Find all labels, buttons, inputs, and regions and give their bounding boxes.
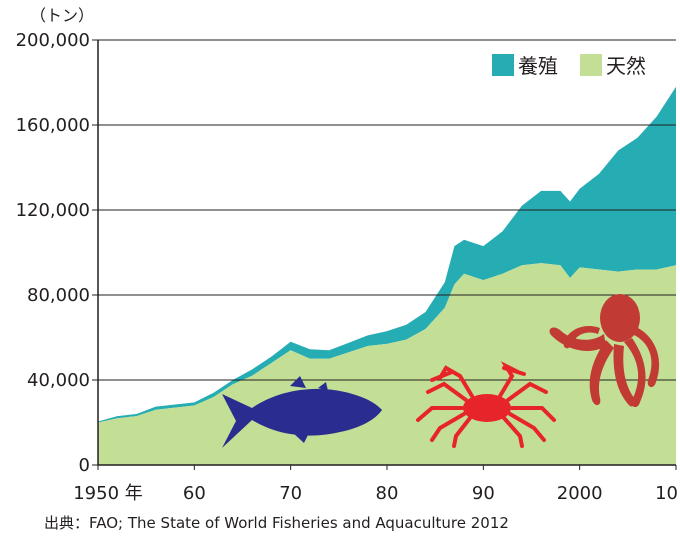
y-tick-labels: 200,000 160,000 120,000 80,000 40,000 0 (16, 30, 90, 476)
x-tick-label: 70 (279, 483, 302, 504)
x-tick-label: 10 (655, 483, 678, 504)
legend-label-wild: 天然 (606, 54, 646, 78)
legend-item-wild: 天然 (580, 50, 646, 79)
x-tick-labels: 1950 年 60 70 80 90 2000 10 (73, 465, 678, 504)
crab-illustration (416, 361, 556, 448)
x-tick-label: 80 (376, 483, 399, 504)
legend: 養殖 天然 (492, 50, 668, 79)
octopus-illustration (549, 294, 660, 408)
x-tick-label: 2000 (557, 483, 603, 504)
x-tick-label: 1950 年 (73, 483, 143, 504)
gridlines (92, 39, 676, 466)
y-tick-label: 80,000 (27, 285, 90, 306)
source-note: 出典：FAO; The State of World Fisheries and… (44, 514, 509, 532)
y-tick-label: 120,000 (16, 200, 90, 221)
y-tick-label: 40,000 (27, 370, 90, 391)
y-axis-unit: （トン） (30, 6, 95, 25)
x-tick-label: 60 (183, 483, 206, 504)
area-series-aquaculture (98, 86, 676, 423)
x-tick-label: 90 (472, 483, 495, 504)
area-layer (98, 86, 676, 465)
y-tick-label: 0 (79, 455, 90, 476)
tuna-illustration (222, 376, 382, 448)
legend-item-aquaculture: 養殖 (492, 50, 558, 79)
y-tick-label: 160,000 (16, 115, 90, 136)
area-series-wild (98, 263, 676, 465)
legend-swatch-aquaculture (492, 53, 514, 76)
y-tick-label: 200,000 (16, 30, 90, 51)
legend-swatch-wild (580, 53, 602, 76)
legend-label-aquaculture: 養殖 (518, 54, 558, 78)
